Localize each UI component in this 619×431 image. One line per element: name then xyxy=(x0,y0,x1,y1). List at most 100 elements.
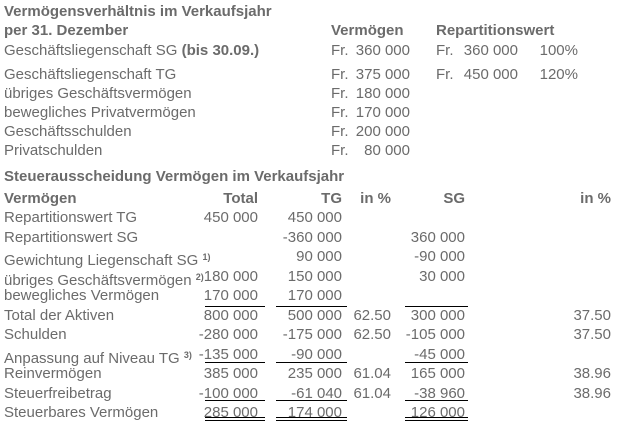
subtotal-line xyxy=(276,400,347,401)
sg-pct-value: 37.50 xyxy=(573,306,611,324)
label-text: Geschäftsliegenschaft TG xyxy=(4,66,177,83)
tg-value: -90 000 xyxy=(291,345,342,363)
row-label: Privatschulden xyxy=(4,142,102,160)
vermoegen-value: 200 000 xyxy=(355,123,410,140)
vermoegen-value: 360 000 xyxy=(355,42,410,59)
subtotal-line xyxy=(205,400,265,401)
footnote-ref: 1) xyxy=(202,252,211,262)
double-line xyxy=(405,417,468,418)
row-label: Geschäftsliegenschaft SG (bis 30.09.) xyxy=(4,42,259,60)
section1-subtitle: per 31. Dezember xyxy=(4,22,129,39)
currency: Fr. xyxy=(436,42,454,59)
label-text: bewegliches Vermögen xyxy=(4,287,160,304)
label-text: Repartitionswert TG xyxy=(4,209,138,226)
label-bold: (bis 30.09.) xyxy=(181,42,260,59)
subtotal-line xyxy=(405,400,468,401)
total-value: 180 000 xyxy=(203,267,258,285)
tg-value: 174 000 xyxy=(287,404,342,421)
total-value: -100 000 xyxy=(198,384,258,402)
currency: Fr. xyxy=(331,66,349,83)
tg-value: 235 000 xyxy=(287,365,342,382)
label-text: Geschäftsliegenschaft SG xyxy=(4,42,178,59)
double-line xyxy=(205,417,265,418)
footnote-ref: 3) xyxy=(183,349,192,360)
tg-value: 90 000 xyxy=(296,248,342,265)
row-label: bewegliches Vermögen xyxy=(4,287,159,305)
label-text: Gewichtung Liegenschaft SG xyxy=(4,252,199,269)
vermoegen-value: 180 000 xyxy=(355,85,410,102)
double-line xyxy=(405,420,468,421)
total-value: 385 000 xyxy=(203,365,258,382)
repartition-pct: 120% xyxy=(539,66,578,83)
total-value: -280 000 xyxy=(198,326,258,343)
tg-pct-value: 62.50 xyxy=(353,326,391,343)
label-text: Steuerfreibetrag xyxy=(4,384,112,402)
currency: Fr. xyxy=(331,42,349,59)
label-text: Reinvermögen xyxy=(4,365,102,382)
repartition-value: 450 000 xyxy=(463,66,518,83)
currency: Fr. xyxy=(331,142,349,159)
tg-value: -61 040 xyxy=(291,384,342,402)
label-text: Repartitionswert SG xyxy=(4,228,139,246)
label-text: übriges Geschäftsvermögen xyxy=(4,85,192,102)
repartition-value: 360 000 xyxy=(463,42,518,59)
subtotal-line xyxy=(276,306,347,307)
row-label: Schulden xyxy=(4,326,67,344)
double-line xyxy=(276,420,347,421)
sg-value: 300 000 xyxy=(410,306,465,324)
double-line xyxy=(205,420,265,421)
row-label: Steuerbares Vermögen xyxy=(4,404,158,422)
sg-pct-value: 37.50 xyxy=(573,326,611,343)
sg-value: 126 000 xyxy=(410,404,465,421)
header-sg-pct: in % xyxy=(580,190,611,207)
row-label: Geschäftsliegenschaft TG xyxy=(4,66,176,84)
row-label: Total der Aktiven xyxy=(4,307,114,325)
double-line xyxy=(276,417,347,418)
repartition-pct: 100% xyxy=(539,42,578,59)
sg-value: 360 000 xyxy=(410,228,465,246)
sg-value: -45 000 xyxy=(414,345,465,363)
tg-pct-value: 61.04 xyxy=(353,365,391,382)
sg-value: -38 960 xyxy=(414,384,465,402)
vermoegen-value: 170 000 xyxy=(355,104,410,121)
row-label: übriges Geschäftsvermögen xyxy=(4,85,192,103)
label-text: Anpassung auf Niveau TG xyxy=(4,349,180,367)
subtotal-line xyxy=(205,306,265,307)
subtotal-line xyxy=(405,306,468,307)
row-label: Gewichtung Liegenschaft SG 1) xyxy=(4,248,210,270)
total-value: 285 000 xyxy=(203,404,258,421)
tg-value: -175 000 xyxy=(282,326,342,343)
label-text: Total der Aktiven xyxy=(4,306,115,324)
row-label: Steuerfreibetrag xyxy=(4,385,112,403)
footnote-ref: 2) xyxy=(195,271,204,282)
sg-value: 30 000 xyxy=(419,267,465,285)
subtotal-line xyxy=(276,362,347,363)
currency: Fr. xyxy=(436,66,454,83)
label-text: übriges Geschäftsvermögen xyxy=(4,271,192,289)
label-text: Geschäftsschulden xyxy=(4,123,132,140)
row-label: Repartitionswert TG xyxy=(4,209,137,227)
sg-value: -90 000 xyxy=(414,248,465,265)
currency: Fr. xyxy=(331,104,349,121)
total-value: 170 000 xyxy=(203,287,258,304)
vermoegen-value: 80 000 xyxy=(364,142,410,159)
sg-pct-value: 38.96 xyxy=(573,365,611,382)
tg-value: -360 000 xyxy=(282,228,342,246)
label-text: bewegliches Privatvermögen xyxy=(4,104,196,121)
label-text: Privatschulden xyxy=(4,142,103,159)
row-label: bewegliches Privatvermögen xyxy=(4,104,196,122)
header-total: Total xyxy=(223,190,258,207)
label-text: Schulden xyxy=(4,326,67,343)
row-label: Anpassung auf Niveau TG 3) xyxy=(4,346,192,368)
row-label: übriges Geschäftsvermögen 2) xyxy=(4,268,204,290)
total-value: 800 000 xyxy=(203,306,258,324)
tg-value: 450 000 xyxy=(287,209,342,226)
section1-title: Vermögensverhältnis im Verkaufsjahr xyxy=(4,3,272,20)
sg-value: -105 000 xyxy=(405,326,465,343)
sg-pct-value: 38.96 xyxy=(573,384,611,402)
header-sg: SG xyxy=(443,190,465,207)
tg-value: 170 000 xyxy=(287,287,342,304)
tg-pct-value: 62.50 xyxy=(353,306,391,324)
section2-title: Steuerausscheidung Vermögen im Verkaufsj… xyxy=(4,168,345,185)
